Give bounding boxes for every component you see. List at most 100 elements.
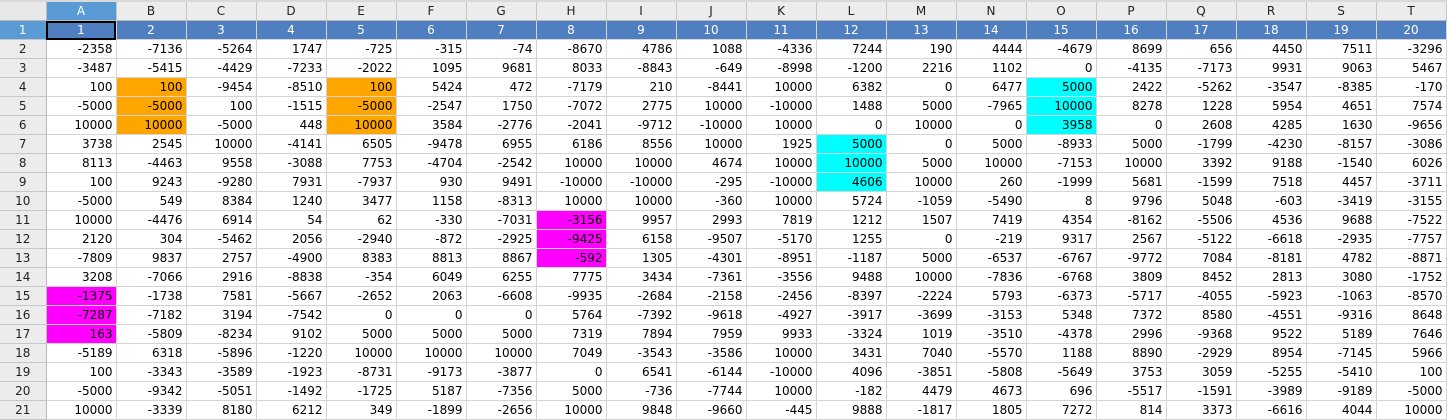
cell-b9[interactable]: 9243 bbox=[116, 172, 187, 192]
cell-t20[interactable]: -5000 bbox=[1376, 381, 1447, 401]
cell-k3[interactable]: -8998 bbox=[746, 58, 817, 78]
cell-g8[interactable]: -2542 bbox=[466, 153, 537, 173]
cell-k21[interactable]: -445 bbox=[746, 400, 817, 420]
cell-n19[interactable]: -5808 bbox=[956, 362, 1027, 382]
column-header-g[interactable]: G bbox=[466, 2, 537, 21]
cell-d13[interactable]: -4900 bbox=[256, 248, 327, 268]
cell-c17[interactable]: -8234 bbox=[186, 324, 257, 344]
cell-r16[interactable]: -4551 bbox=[1236, 305, 1307, 325]
cell-e4[interactable]: 100 bbox=[326, 77, 397, 97]
cell-n8[interactable]: 10000 bbox=[956, 153, 1027, 173]
cell-i10[interactable]: 10000 bbox=[606, 191, 677, 211]
cell-q16[interactable]: 8580 bbox=[1166, 305, 1237, 325]
cell-r14[interactable]: 2813 bbox=[1236, 267, 1307, 287]
cell-h5[interactable]: -7072 bbox=[536, 96, 607, 116]
cell-q10[interactable]: 5048 bbox=[1166, 191, 1237, 211]
cell-o15[interactable]: -6373 bbox=[1026, 286, 1097, 306]
cell-a14[interactable]: 3208 bbox=[46, 267, 117, 287]
cell-p11[interactable]: -8162 bbox=[1096, 210, 1167, 230]
cell-i11[interactable]: 9957 bbox=[606, 210, 677, 230]
cell-a16[interactable]: -7287 bbox=[46, 305, 117, 325]
cell-c9[interactable]: -9280 bbox=[186, 172, 257, 192]
cell-s13[interactable]: 4782 bbox=[1306, 248, 1377, 268]
cell-d2[interactable]: 1747 bbox=[256, 39, 327, 59]
cell-d21[interactable]: 6212 bbox=[256, 400, 327, 420]
cell-b18[interactable]: 6318 bbox=[116, 343, 187, 363]
cell-p8[interactable]: 10000 bbox=[1096, 153, 1167, 173]
cell-a19[interactable]: 100 bbox=[46, 362, 117, 382]
select-all-corner[interactable] bbox=[0, 2, 47, 21]
cell-o8[interactable]: -7153 bbox=[1026, 153, 1097, 173]
cell-m16[interactable]: -3699 bbox=[886, 305, 957, 325]
cell-p9[interactable]: 5681 bbox=[1096, 172, 1167, 192]
row-header-16[interactable]: 16 bbox=[0, 305, 47, 325]
cell-n18[interactable]: -5570 bbox=[956, 343, 1027, 363]
cell-s7[interactable]: -8157 bbox=[1306, 134, 1377, 154]
cell-f15[interactable]: 2063 bbox=[396, 286, 467, 306]
cell-h19[interactable]: 0 bbox=[536, 362, 607, 382]
cell-e11[interactable]: 62 bbox=[326, 210, 397, 230]
cell-j16[interactable]: -9618 bbox=[676, 305, 747, 325]
cell-b16[interactable]: -7182 bbox=[116, 305, 187, 325]
cell-p13[interactable]: -9772 bbox=[1096, 248, 1167, 268]
cell-o4[interactable]: 5000 bbox=[1026, 77, 1097, 97]
cell-f18[interactable]: 10000 bbox=[396, 343, 467, 363]
cell-q14[interactable]: 8452 bbox=[1166, 267, 1237, 287]
cell-k18[interactable]: 10000 bbox=[746, 343, 817, 363]
row-header-8[interactable]: 8 bbox=[0, 153, 47, 173]
cell-f21[interactable]: -1899 bbox=[396, 400, 467, 420]
cell-t9[interactable]: -3711 bbox=[1376, 172, 1447, 192]
cell-m1[interactable]: 13 bbox=[886, 20, 957, 40]
cell-c6[interactable]: -5000 bbox=[186, 115, 257, 135]
cell-f2[interactable]: -315 bbox=[396, 39, 467, 59]
column-header-e[interactable]: E bbox=[326, 2, 397, 21]
cell-k14[interactable]: -3556 bbox=[746, 267, 817, 287]
cell-m9[interactable]: 10000 bbox=[886, 172, 957, 192]
cell-j1[interactable]: 10 bbox=[676, 20, 747, 40]
cell-l3[interactable]: -1200 bbox=[816, 58, 887, 78]
cell-e12[interactable]: -2940 bbox=[326, 229, 397, 249]
cell-c10[interactable]: 8384 bbox=[186, 191, 257, 211]
cell-m11[interactable]: 1507 bbox=[886, 210, 957, 230]
cell-d12[interactable]: 2056 bbox=[256, 229, 327, 249]
cell-j17[interactable]: 7959 bbox=[676, 324, 747, 344]
cell-d5[interactable]: -1515 bbox=[256, 96, 327, 116]
row-header-10[interactable]: 10 bbox=[0, 191, 47, 211]
cell-p16[interactable]: 7372 bbox=[1096, 305, 1167, 325]
cell-d16[interactable]: -7542 bbox=[256, 305, 327, 325]
cell-c2[interactable]: -5264 bbox=[186, 39, 257, 59]
cell-f16[interactable]: 0 bbox=[396, 305, 467, 325]
cell-q21[interactable]: 3373 bbox=[1166, 400, 1237, 420]
cell-a7[interactable]: 3738 bbox=[46, 134, 117, 154]
cell-n7[interactable]: 5000 bbox=[956, 134, 1027, 154]
cell-s1[interactable]: 19 bbox=[1306, 20, 1377, 40]
cell-t13[interactable]: -8871 bbox=[1376, 248, 1447, 268]
cell-t3[interactable]: 5467 bbox=[1376, 58, 1447, 78]
cell-n17[interactable]: -3510 bbox=[956, 324, 1027, 344]
cell-a3[interactable]: -3487 bbox=[46, 58, 117, 78]
cell-n12[interactable]: -219 bbox=[956, 229, 1027, 249]
cell-g20[interactable]: -7356 bbox=[466, 381, 537, 401]
cell-r1[interactable]: 18 bbox=[1236, 20, 1307, 40]
cell-o13[interactable]: -6767 bbox=[1026, 248, 1097, 268]
cell-q7[interactable]: -1799 bbox=[1166, 134, 1237, 154]
cell-k4[interactable]: 10000 bbox=[746, 77, 817, 97]
cell-h7[interactable]: 6186 bbox=[536, 134, 607, 154]
cell-o1[interactable]: 15 bbox=[1026, 20, 1097, 40]
cell-h10[interactable]: 10000 bbox=[536, 191, 607, 211]
cell-c3[interactable]: -4429 bbox=[186, 58, 257, 78]
cell-e14[interactable]: -354 bbox=[326, 267, 397, 287]
cell-l4[interactable]: 6382 bbox=[816, 77, 887, 97]
cell-l14[interactable]: 9488 bbox=[816, 267, 887, 287]
cell-b11[interactable]: -4476 bbox=[116, 210, 187, 230]
cell-o17[interactable]: -4378 bbox=[1026, 324, 1097, 344]
cell-d10[interactable]: 1240 bbox=[256, 191, 327, 211]
cell-t15[interactable]: -8570 bbox=[1376, 286, 1447, 306]
cell-n6[interactable]: 0 bbox=[956, 115, 1027, 135]
cell-i18[interactable]: -3543 bbox=[606, 343, 677, 363]
cell-q8[interactable]: 3392 bbox=[1166, 153, 1237, 173]
cell-g2[interactable]: -74 bbox=[466, 39, 537, 59]
cell-j8[interactable]: 4674 bbox=[676, 153, 747, 173]
cell-o18[interactable]: 1188 bbox=[1026, 343, 1097, 363]
